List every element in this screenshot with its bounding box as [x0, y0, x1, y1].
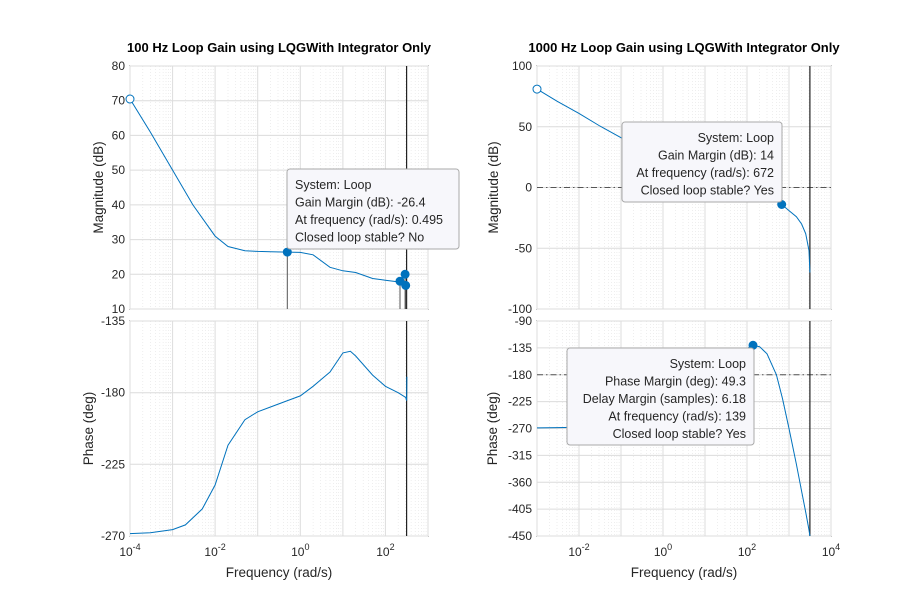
y-tick-label: -135 [508, 341, 532, 355]
start-marker[interactable] [532, 84, 542, 94]
x-tick-label: 102 [376, 542, 394, 559]
y-tick-label: 50 [519, 120, 533, 134]
datatip-line: System: Loop [670, 357, 746, 371]
x-tick-label: 102 [738, 542, 756, 559]
y-tick-label: 80 [112, 59, 126, 73]
datatip-line: Gain Margin (dB): 14 [658, 149, 774, 163]
y-tick-label: -360 [508, 475, 532, 489]
y-tick-label: -225 [508, 395, 532, 409]
datatip-gain-margin: System: Loop Gain Margin (dB): 14 At frequ… [621, 121, 783, 203]
x-tick-label: 10-2 [204, 542, 225, 559]
datatip-line: At frequency (rad/s): 139 [608, 410, 746, 424]
y-tick-label: 20 [112, 267, 126, 281]
y-tick-label: 100 [512, 59, 532, 73]
y-axis-label: Phase (deg) [81, 392, 96, 466]
datatip-box [621, 121, 783, 203]
y-tick-label: -405 [508, 502, 532, 516]
y-tick-label: 70 [112, 94, 126, 108]
margin-marker[interactable] [400, 269, 410, 279]
plot-title: 1000 Hz Loop Gain using LQGWith Integrat… [528, 40, 840, 55]
y-tick-label: -90 [515, 314, 533, 328]
datatip-box [566, 347, 755, 446]
y-tick-label: -100 [508, 302, 532, 316]
x-tick-label: 100 [654, 542, 672, 559]
y-tick-label: 30 [112, 233, 126, 247]
y-tick-label: 0 [525, 181, 532, 195]
y-tick-label: -135 [101, 314, 125, 328]
datatip-box [286, 168, 460, 250]
datatip-line: At frequency (rad/s): 0.495 [295, 213, 443, 227]
y-tick-label: -180 [508, 368, 532, 382]
y-axis-label: Phase (deg) [485, 392, 500, 466]
x-tick-label: 10-2 [568, 542, 589, 559]
y-tick-label: -270 [508, 422, 532, 436]
x-axis-label: Frequency (rad/s) [631, 565, 738, 580]
y-tick-label: 50 [112, 163, 126, 177]
datatip-phase-margin: System: Loop Phase Margin (deg): 49.3 Dela… [566, 347, 755, 446]
y-tick-label: -450 [508, 529, 532, 543]
y-tick-label: -180 [101, 386, 125, 400]
y-tick-label: 10 [112, 302, 126, 316]
x-tick-label: 10-4 [119, 542, 140, 559]
datatip-line: Closed loop stable? Yes [641, 184, 774, 198]
y-tick-label: -225 [101, 457, 125, 471]
y-tick-label: -50 [515, 241, 533, 255]
datatip-line: Delay Margin (samples): 6.18 [583, 392, 746, 406]
x-tick-label: 100 [291, 542, 309, 559]
margin-marker[interactable] [401, 280, 411, 290]
plot-1000hz-magnitude: 1000 Hz Loop Gain using LQGWith Integrat… [486, 40, 840, 316]
datatip-line: Closed loop stable? No [295, 231, 424, 245]
y-tick-label: 60 [112, 128, 126, 142]
phase-curve [129, 350, 408, 535]
y-axis-label: Magnitude (dB) [486, 141, 501, 233]
plot-1000hz-phase: -90 -135 -180 -225 -270 -315 -360 -405 -450 10-2 1… [485, 314, 840, 580]
datatip-line: Gain Margin (dB): -26.4 [295, 196, 426, 210]
plot-title: 100 Hz Loop Gain using LQGWith Integrato… [127, 40, 432, 55]
y-tick-label: -315 [508, 448, 532, 462]
datatip-line: System: Loop [698, 131, 774, 145]
x-tick-label: 104 [822, 542, 840, 559]
datatip-line: System: Loop [295, 178, 371, 192]
axes-box [129, 320, 429, 537]
magnitude-curve [129, 98, 408, 288]
y-axis-label: Magnitude (dB) [91, 141, 106, 233]
datatip-line: Phase Margin (deg): 49.3 [605, 375, 746, 389]
datatip-gain-margin: System: Loop Gain Margin (dB): -26.4 At fr… [286, 168, 460, 250]
plot-100hz-magnitude: 100 Hz Loop Gain using LQGWith Integrato… [91, 40, 460, 316]
datatip-line: Closed loop stable? Yes [613, 427, 746, 441]
datatip-line: At frequency (rad/s): 672 [636, 166, 774, 180]
start-marker[interactable] [125, 94, 135, 104]
y-tick-label: -270 [101, 529, 125, 543]
y-tick-label: 40 [112, 198, 126, 212]
x-axis-label: Frequency (rad/s) [226, 565, 333, 580]
